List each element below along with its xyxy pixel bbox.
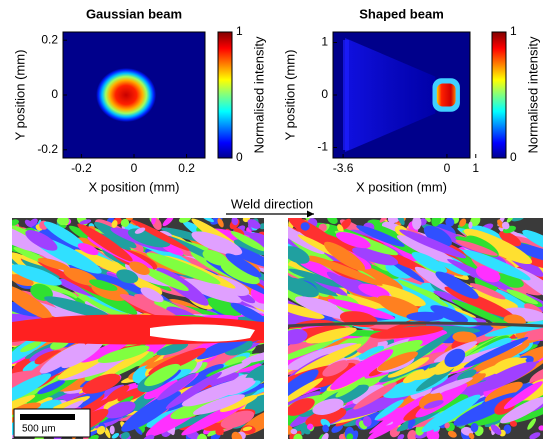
colorbar	[492, 32, 506, 158]
annotation: Weld direction	[231, 196, 313, 211]
x-tick-label: 0	[131, 161, 138, 175]
micrograph-gaussian	[0, 213, 292, 439]
y-axis-label: Y position (mm)	[282, 50, 297, 141]
colorbar-tick-label: 1	[510, 24, 517, 38]
y-tick-label: 0.2	[41, 32, 58, 46]
scale-bar	[20, 414, 75, 420]
y-tick-label: -1	[317, 140, 328, 154]
colorbar-label: Normalised intensity	[525, 36, 540, 154]
y-tick-label: 0	[51, 87, 58, 101]
x-tick-label: -0.2	[71, 161, 92, 175]
x-tick-label: 1	[472, 161, 479, 175]
colorbar-tick-label: 1	[236, 24, 243, 38]
grain	[110, 425, 115, 434]
y-tick-label: 0	[321, 87, 328, 101]
grain	[406, 312, 444, 321]
figure: Gaussian beam -0.2 0 0.2 -0.2 0 0.2 X position …	[0, 0, 543, 439]
x-tick-label: 0.2	[178, 161, 195, 175]
colorbar-tick-label: 0	[510, 150, 517, 164]
chart-title: Shaped beam	[359, 6, 444, 21]
y-tick-label: 1	[321, 35, 328, 49]
x-tick-label: 0	[444, 161, 451, 175]
beam-spot	[437, 83, 456, 106]
chart-title: Gaussian beam	[86, 6, 182, 21]
beam-edge	[343, 40, 349, 150]
x-tick-label: -3.6	[333, 161, 354, 175]
y-axis-label: Y position (mm)	[12, 50, 27, 141]
colorbar	[218, 32, 232, 158]
colorbar-label: Normalised intensity	[251, 36, 266, 154]
x-axis-label: X position (mm)	[356, 179, 447, 194]
beam-spot	[96, 68, 156, 122]
x-axis-label: X position (mm)	[88, 179, 179, 194]
y-tick-label: -0.2	[37, 142, 58, 156]
colorbar-tick-label: 0	[236, 150, 243, 164]
micrograph-shaped	[257, 211, 543, 439]
scale-label: 500 µm	[22, 424, 56, 435]
arrow-head	[307, 211, 314, 218]
